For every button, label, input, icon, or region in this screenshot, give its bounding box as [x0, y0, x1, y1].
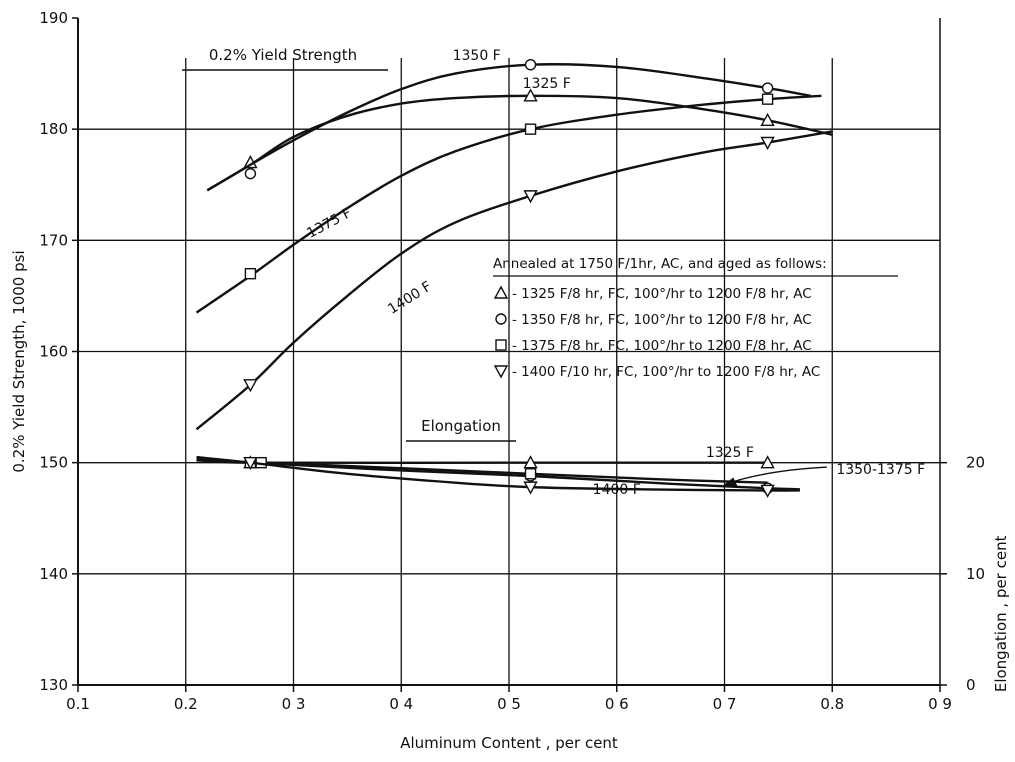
y2-axis-label: Elongation , per cent: [992, 535, 1010, 692]
data-point-triangle-up: [760, 455, 775, 469]
data-point-triangle-down: [523, 481, 538, 495]
data-point-square: [524, 123, 537, 135]
data-point-circle: [244, 167, 257, 180]
series-line-yield-3: [195, 130, 833, 431]
y-axis-label: 0.2% Yield Strength, 1000 psi: [10, 250, 28, 472]
x-tick-label: 0.2: [174, 695, 198, 713]
y-tick-label: 130: [39, 676, 68, 694]
y2-tick-label: 20: [966, 454, 985, 472]
section-title-yield: 0.2% Yield Strength: [209, 46, 357, 64]
data-point-triangle-down: [243, 379, 258, 393]
data-point-triangle-down: [243, 456, 258, 471]
data-point-triangle-up: [760, 112, 775, 126]
x-tick-label: 0 3: [282, 695, 306, 713]
series-line-yield-0: [206, 94, 833, 192]
data-point-circle: [524, 58, 537, 71]
legend-title: Annealed at 1750 F/1hr, AC, and aged as …: [493, 256, 827, 272]
y-tick-label: 160: [39, 343, 68, 361]
x-axis-label: Aluminum Content , per cent: [400, 734, 618, 752]
data-point-square: [244, 267, 257, 280]
data-point-square: [524, 468, 537, 480]
legend-marker-square: [495, 339, 507, 351]
data-point-circle: [761, 82, 774, 94]
legend-marker-circle: [495, 313, 507, 325]
data-point-triangle-down: [523, 190, 538, 204]
section-title-elongation: Elongation: [421, 417, 501, 435]
x-tick-label: 0 4: [389, 695, 413, 713]
y-tick-label: 190: [39, 9, 68, 27]
annotation-arrowhead: [723, 477, 739, 488]
series-line-yield-2: [195, 94, 822, 314]
curve-label: 1325 F: [706, 445, 754, 461]
series-line-elong-7: [196, 455, 800, 492]
legend-entry-label: - 1350 F/8 hr, FC, 100°/hr to 1200 F/8 h…: [512, 312, 812, 328]
x-tick-label: 0.1: [66, 695, 90, 713]
x-tick-label: 0.8: [820, 695, 844, 713]
data-point-triangle-down: [760, 484, 775, 498]
y-tick-label: 180: [39, 120, 68, 138]
x-tick-label: 0 9: [928, 695, 952, 713]
data-point-triangle-up: [523, 455, 538, 469]
y-tick-label: 170: [39, 231, 68, 249]
legend-entry-label: - 1375 F/8 hr, FC, 100°/hr to 1200 F/8 h…: [512, 338, 812, 354]
x-tick-label: 0 6: [605, 695, 629, 713]
x-tick-label: 0 5: [497, 695, 521, 713]
y-tick-label: 140: [39, 565, 68, 583]
curve-label: 1325 F: [523, 76, 571, 92]
legend-entry-label: - 1325 F/8 hr, FC, 100°/hr to 1200 F/8 h…: [512, 286, 812, 302]
data-point-triangle-down: [760, 136, 775, 150]
y-tick-label: 150: [39, 454, 68, 472]
x-tick-label: 0 7: [713, 695, 737, 713]
curve-label: 1350-1375 F: [836, 462, 925, 478]
series-line-yield-1: [206, 63, 811, 192]
data-point-square: [761, 93, 774, 105]
legend-entry-label: - 1400 F/10 hr, FC, 100°/hr to 1200 F/8 …: [512, 364, 820, 380]
curve-label: 1400 F: [593, 482, 641, 498]
legend-marker-triangle-up: [493, 285, 509, 299]
legend-marker-triangle-down: [493, 365, 509, 379]
annotation-arrow: [729, 466, 827, 484]
y2-tick-label: 0: [966, 676, 976, 694]
y2-tick-label: 10: [966, 565, 985, 583]
data-point-triangle-up: [523, 88, 538, 102]
curve-label: 1350 F: [453, 48, 501, 64]
